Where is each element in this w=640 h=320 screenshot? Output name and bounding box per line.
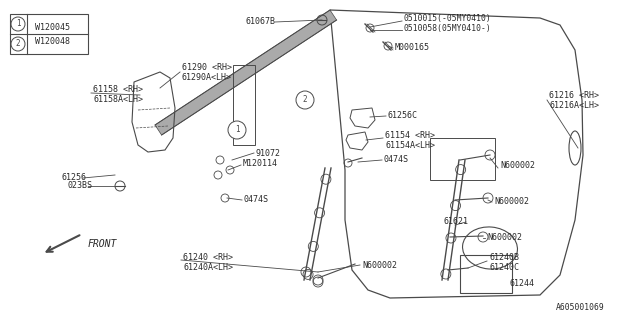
Text: 61154A<LH>: 61154A<LH> — [385, 141, 435, 150]
Text: N600002: N600002 — [362, 260, 397, 269]
Text: FRONT: FRONT — [88, 239, 117, 249]
Text: 61621: 61621 — [443, 218, 468, 227]
Text: W120048: W120048 — [35, 37, 70, 46]
Text: 61240C: 61240C — [489, 263, 519, 273]
Text: 0510015(-05MY0410): 0510015(-05MY0410) — [404, 13, 492, 22]
Text: 61158A<LH>: 61158A<LH> — [93, 95, 143, 105]
Text: M120114: M120114 — [243, 159, 278, 169]
Text: 61240B: 61240B — [489, 253, 519, 262]
Text: 61158 <RH>: 61158 <RH> — [93, 85, 143, 94]
Text: 61216 <RH>: 61216 <RH> — [549, 92, 599, 100]
Circle shape — [228, 121, 246, 139]
Text: 0474S: 0474S — [384, 156, 409, 164]
Text: A605001069: A605001069 — [556, 303, 605, 313]
Text: 61256: 61256 — [62, 173, 87, 182]
Bar — [10, 14, 88, 54]
Text: 61290 <RH>: 61290 <RH> — [182, 63, 232, 73]
Circle shape — [296, 91, 314, 109]
Text: 91072: 91072 — [256, 148, 281, 157]
Text: N600002: N600002 — [500, 162, 535, 171]
Text: 023BS: 023BS — [68, 181, 93, 190]
Text: W120045: W120045 — [35, 23, 70, 33]
Text: 61244: 61244 — [510, 279, 535, 289]
Text: N600002: N600002 — [487, 234, 522, 243]
Polygon shape — [155, 10, 337, 135]
Text: 61240 <RH>: 61240 <RH> — [183, 253, 233, 262]
Bar — [460, 255, 512, 293]
Text: 0510058(05MY0410-): 0510058(05MY0410-) — [404, 23, 492, 33]
Text: 61067B: 61067B — [245, 18, 275, 27]
Text: 2: 2 — [303, 95, 307, 105]
Text: 61290A<LH>: 61290A<LH> — [182, 74, 232, 83]
Text: 0474S: 0474S — [244, 196, 269, 204]
Text: 61216A<LH>: 61216A<LH> — [549, 101, 599, 110]
Bar — [430, 138, 495, 180]
Text: 1: 1 — [235, 125, 239, 134]
Text: M000165: M000165 — [395, 44, 430, 52]
Text: 61154 <RH>: 61154 <RH> — [385, 132, 435, 140]
Text: 61240A<LH>: 61240A<LH> — [183, 263, 233, 273]
Text: 61256C: 61256C — [388, 111, 418, 121]
Text: 2: 2 — [16, 39, 20, 49]
Text: N600002: N600002 — [494, 197, 529, 206]
Text: 1: 1 — [16, 20, 20, 28]
